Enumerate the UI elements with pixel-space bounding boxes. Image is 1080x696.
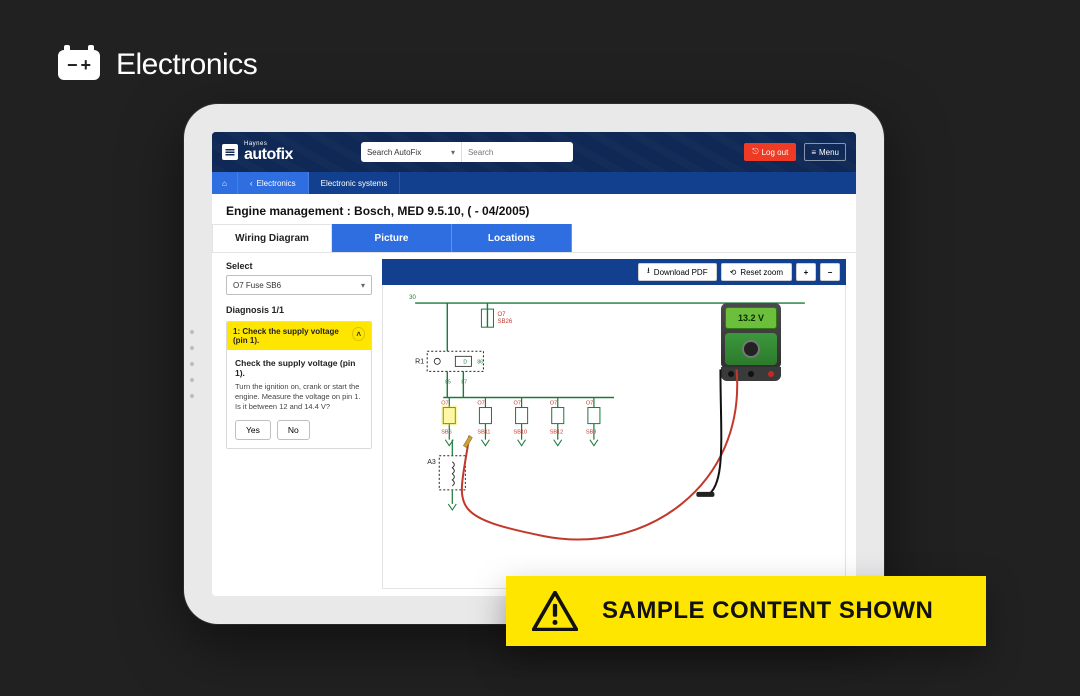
tab-wiring-diagram[interactable]: Wiring Diagram	[212, 224, 332, 252]
chevron-left-icon: ‹	[250, 179, 253, 188]
step-body: Check the supply voltage (pin 1). Turn t…	[227, 350, 371, 448]
minus-icon: −	[67, 56, 78, 74]
jack-black	[748, 371, 754, 377]
multimeter: 13.2 V	[721, 303, 781, 381]
breadcrumb-home[interactable]: ⌂	[212, 172, 238, 194]
breadcrumb-back-label: Electronics	[257, 179, 296, 188]
download-label: Download PDF	[654, 268, 708, 277]
step-header[interactable]: 1: Check the supply voltage (pin 1). ˄	[227, 322, 371, 350]
svg-text:SB9: SB9	[586, 430, 596, 436]
warning-icon	[532, 591, 578, 631]
logout-icon: ⎋	[752, 147, 758, 157]
meter-reading: 13.2 V	[725, 307, 777, 329]
svg-text:SB10: SB10	[514, 430, 528, 436]
svg-text:R1: R1	[415, 358, 424, 365]
no-button[interactable]: No	[277, 420, 310, 440]
yes-label: Yes	[246, 425, 260, 435]
home-icon: ⌂	[222, 179, 227, 188]
app-bar: Haynes autofix Search AutoFix ▾ ⎋ Log ou…	[212, 132, 856, 172]
step-instructions: Turn the ignition on, crank or start the…	[235, 382, 363, 412]
svg-text:87: 87	[461, 379, 467, 385]
brand-logo[interactable]: Haynes autofix	[222, 142, 293, 162]
search-group: Search AutoFix ▾	[361, 142, 573, 162]
download-icon: ⭳	[647, 265, 650, 279]
meter-jacks	[721, 367, 781, 381]
svg-text:O7: O7	[514, 401, 521, 407]
component-select[interactable]: O7 Fuse SB6 ▾	[226, 275, 372, 295]
plus-icon: +	[81, 56, 92, 74]
component-select-value: O7 Fuse SB6	[233, 281, 281, 290]
diagnosis-title: Diagnosis 1/1	[226, 305, 372, 315]
menu-label: Menu	[819, 148, 839, 157]
content-split: Select O7 Fuse SB6 ▾ Diagnosis 1/1 1: Ch…	[212, 253, 856, 595]
chevron-down-icon: ▾	[361, 281, 365, 290]
svg-text:O7: O7	[550, 401, 557, 407]
brand-icon	[222, 144, 238, 160]
breadcrumb-current-label: Electronic systems	[321, 179, 388, 188]
diagnosis-step-card: 1: Check the supply voltage (pin 1). ˄ C…	[226, 321, 372, 449]
jack-black	[728, 371, 734, 377]
app-screen: Haynes autofix Search AutoFix ▾ ⎋ Log ou…	[212, 132, 856, 596]
search-scope-value: Search AutoFix	[367, 148, 421, 157]
brand-main: autofix	[244, 148, 293, 162]
svg-text:SB12: SB12	[550, 430, 564, 436]
tab-label: Wiring Diagram	[235, 233, 309, 244]
minus-icon: −	[828, 268, 833, 277]
page-heading: Engine management : Bosch, MED 9.5.10, (…	[212, 194, 856, 224]
tablet-frame: Haynes autofix Search AutoFix ▾ ⎋ Log ou…	[184, 104, 884, 624]
svg-text:A3: A3	[427, 459, 436, 466]
zoom-in-button[interactable]: +	[796, 263, 816, 281]
reset-icon: ⟲	[730, 268, 737, 277]
step-title: Check the supply voltage (pin 1).	[235, 358, 363, 378]
plus-icon: +	[804, 268, 809, 277]
svg-text:86: 86	[477, 359, 483, 365]
category-header: − + Electronics	[58, 48, 257, 82]
zoom-out-button[interactable]: −	[820, 263, 840, 281]
menu-button[interactable]: ≡ Menu	[804, 143, 846, 161]
battery-icon: − +	[58, 50, 100, 80]
diagram-panel: ⭳ Download PDF ⟲ Reset zoom + − 30O7SB26…	[382, 253, 856, 595]
logout-button[interactable]: ⎋ Log out	[744, 143, 796, 161]
svg-text:SB26: SB26	[497, 319, 512, 325]
sidebar-panel: Select O7 Fuse SB6 ▾ Diagnosis 1/1 1: Ch…	[212, 253, 382, 595]
select-label: Select	[226, 261, 372, 271]
logout-label: Log out	[762, 148, 789, 157]
svg-text:D: D	[463, 359, 467, 365]
category-title: Electronics	[116, 48, 257, 82]
svg-text:O7: O7	[586, 401, 593, 407]
wiring-diagram[interactable]: 30O7SB26R1D868587O7SB6O7SB11O7SB10O7SB12…	[382, 285, 846, 589]
svg-text:O7: O7	[497, 312, 506, 318]
svg-text:O7: O7	[477, 401, 484, 407]
jack-red	[768, 371, 774, 377]
svg-text:SB6: SB6	[441, 430, 451, 436]
breadcrumb-back[interactable]: ‹ Electronics	[238, 172, 309, 194]
tab-label: Picture	[375, 233, 409, 244]
svg-text:85: 85	[445, 379, 451, 385]
diagram-toolbar: ⭳ Download PDF ⟲ Reset zoom + −	[382, 259, 846, 285]
reset-zoom-label: Reset zoom	[740, 268, 783, 277]
tab-locations[interactable]: Locations	[452, 224, 572, 252]
search-input[interactable]	[461, 142, 573, 162]
chevron-up-icon: ˄	[352, 327, 365, 341]
sample-content-banner: SAMPLE CONTENT SHOWN	[506, 576, 986, 646]
tab-bar: Wiring Diagram Picture Locations	[212, 224, 856, 253]
chevron-down-icon: ▾	[451, 148, 455, 157]
svg-text:SB11: SB11	[477, 430, 490, 436]
hamburger-icon: ≡	[811, 148, 816, 157]
bezel-dots	[190, 330, 194, 398]
download-pdf-button[interactable]: ⭳ Download PDF	[638, 263, 717, 281]
tab-label: Locations	[488, 233, 535, 244]
reset-zoom-button[interactable]: ⟲ Reset zoom	[721, 263, 792, 281]
yes-button[interactable]: Yes	[235, 420, 271, 440]
tab-picture[interactable]: Picture	[332, 224, 452, 252]
breadcrumb-current[interactable]: Electronic systems	[309, 172, 401, 194]
step-header-text: 1: Check the supply voltage (pin 1).	[233, 327, 352, 345]
sample-banner-text: SAMPLE CONTENT SHOWN	[602, 597, 933, 625]
search-scope-select[interactable]: Search AutoFix ▾	[361, 142, 461, 162]
meter-dial	[725, 333, 777, 365]
breadcrumb-bar: ⌂ ‹ Electronics Electronic systems	[212, 172, 856, 194]
no-label: No	[288, 425, 299, 435]
svg-text:30: 30	[409, 295, 416, 301]
